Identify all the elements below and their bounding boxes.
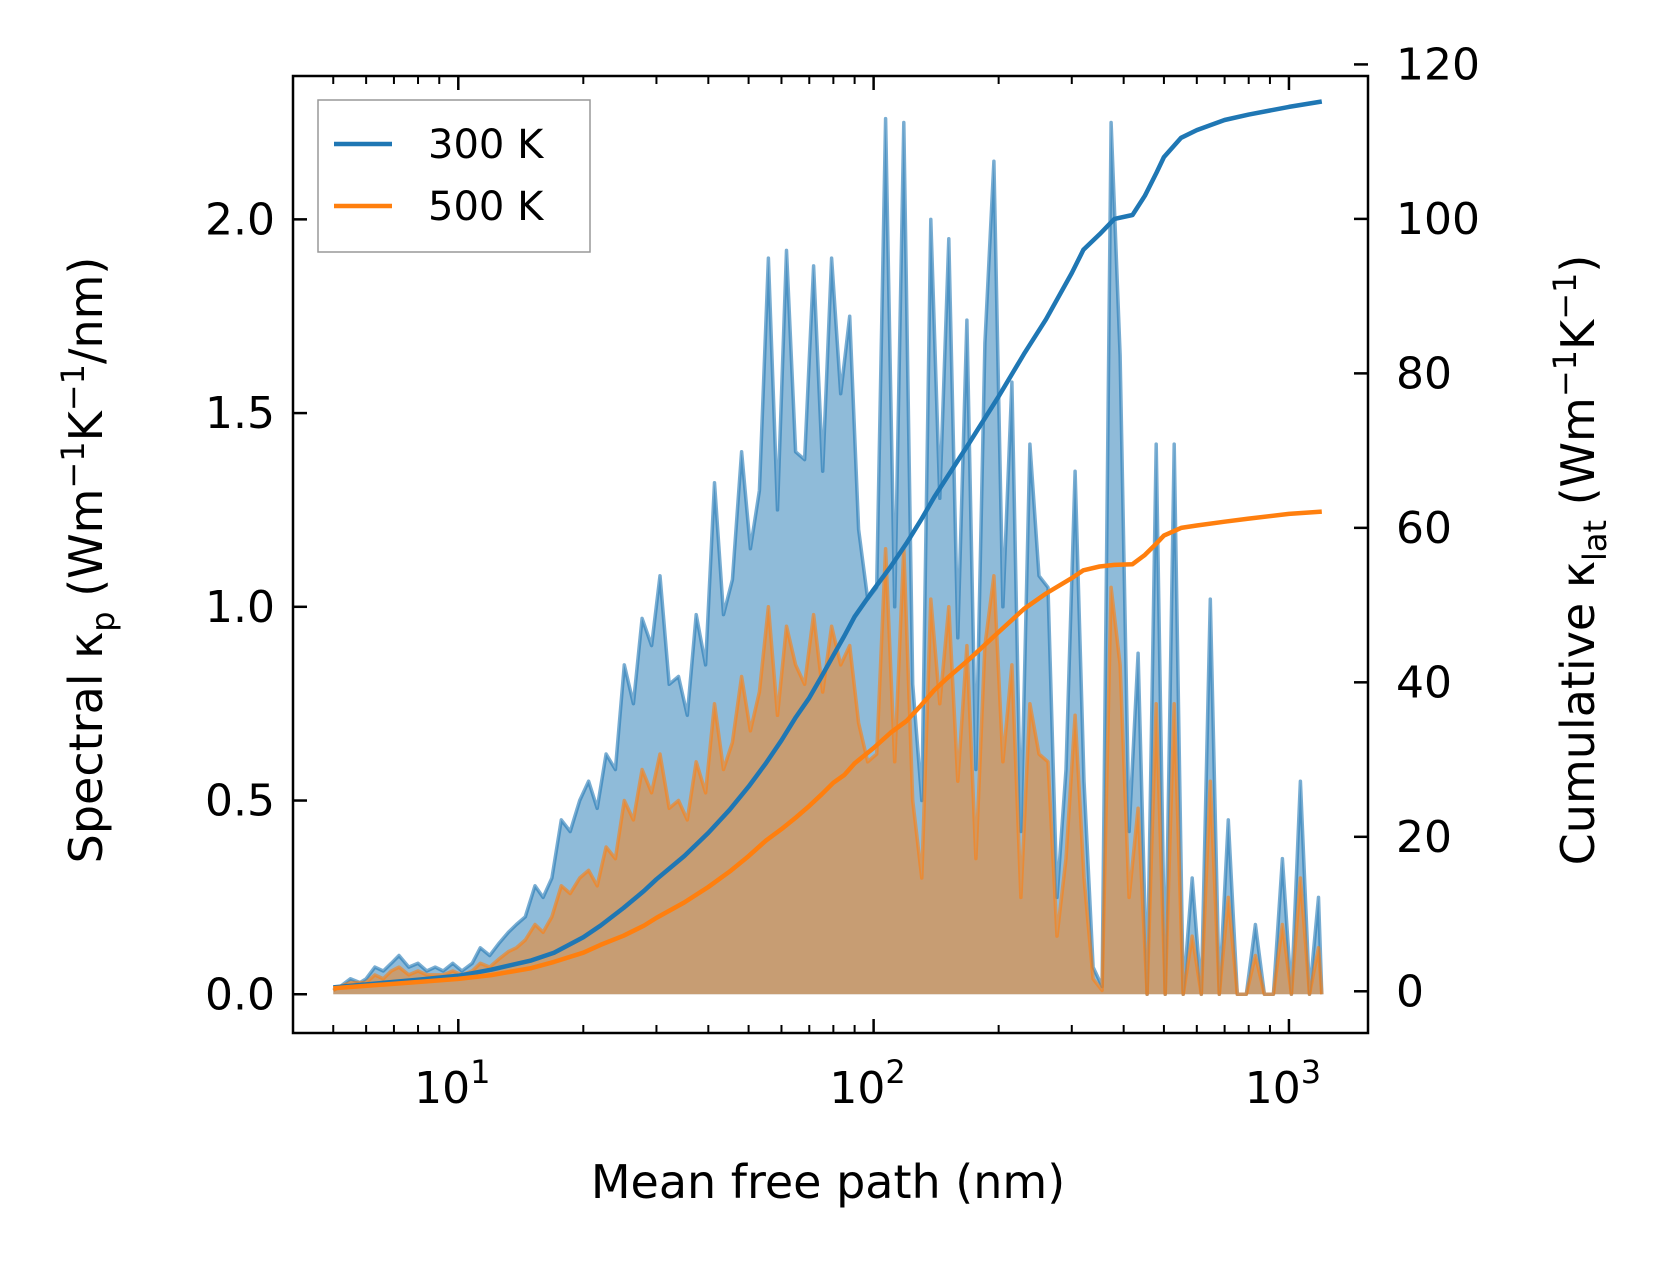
- spectral-area-500k: [333, 548, 1322, 995]
- legend-box: [317, 99, 591, 253]
- plot-clip-group: [332, 99, 1324, 997]
- axes: 101 102 103 0.0 0.5 1.0 1.5 2.0 0 20 40 60 80 100 120: [205, 39, 1480, 1114]
- y-right-tick-label: 60: [1396, 503, 1452, 554]
- y-left-tick-label: 0.5: [205, 776, 275, 827]
- legend: 300 K 500 K: [317, 99, 591, 253]
- y-right-tick-label: 40: [1396, 657, 1452, 708]
- y-left-tick-label: 2.0: [205, 194, 275, 245]
- legend-label: 300 K: [428, 122, 545, 168]
- y-right-tick-label: 0: [1396, 966, 1424, 1017]
- y-left-tick-label: 1.5: [205, 388, 275, 439]
- cumulative-line-500k: [333, 509, 1322, 991]
- y-axis-left-label: Spectral κp (Wm−1K−1/nm): [54, 257, 122, 864]
- y-right-tick-label: 80: [1396, 348, 1452, 399]
- y-left-tick-label: 1.0: [205, 582, 275, 633]
- y-axis-right-label: Cumulative κlat (Wm−1K−1): [1546, 255, 1614, 866]
- spectral-line-300k: [332, 116, 1324, 997]
- x-tick-label: 101: [414, 1053, 490, 1114]
- y-right-tick-label: 100: [1396, 194, 1480, 245]
- y-left-tick-label: 0.0: [205, 969, 275, 1020]
- spectral-line-500k: [332, 546, 1324, 997]
- legend-label: 500 K: [428, 184, 545, 230]
- y-right-tick-label: 120: [1396, 39, 1480, 90]
- axes-frame: [291, 74, 1370, 1035]
- y-right-tick-label: 20: [1396, 812, 1452, 863]
- x-axis-label: Mean free path (nm): [591, 1155, 1065, 1209]
- cumulative-line-300k: [333, 99, 1323, 990]
- x-tick-label: 103: [1245, 1053, 1321, 1114]
- x-tick-label: 102: [829, 1053, 905, 1114]
